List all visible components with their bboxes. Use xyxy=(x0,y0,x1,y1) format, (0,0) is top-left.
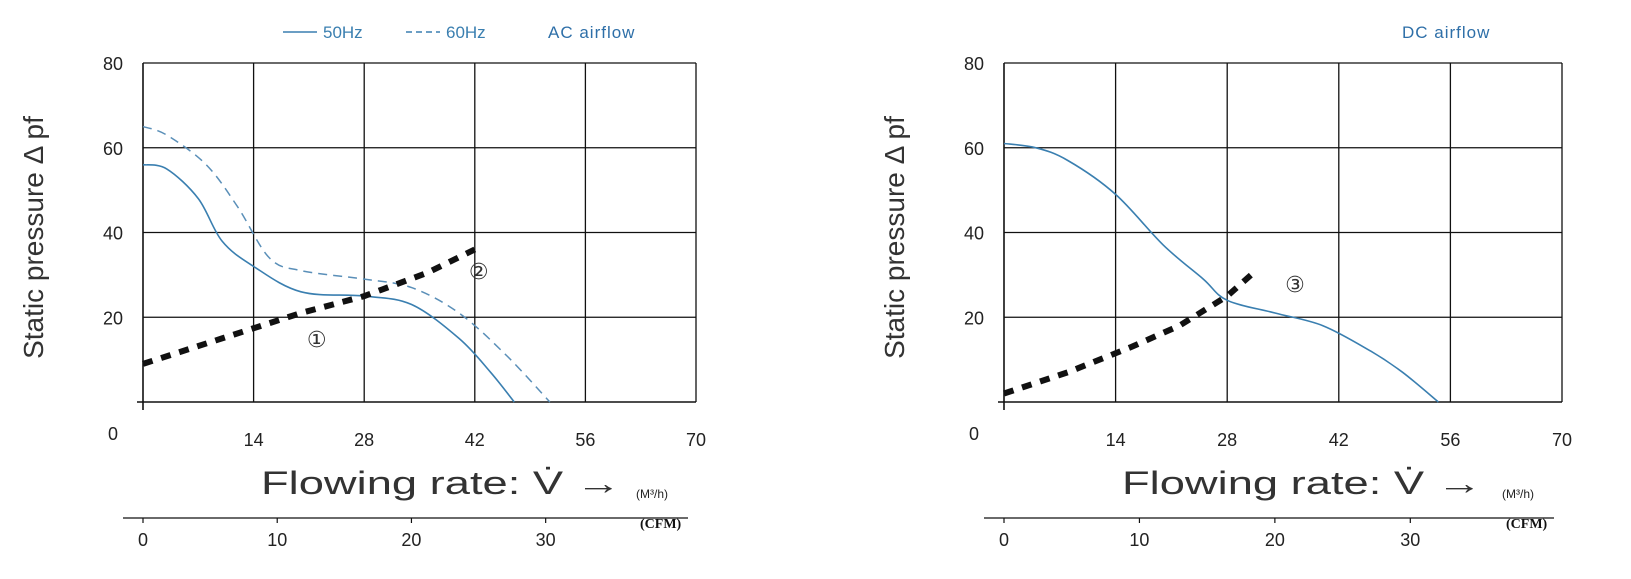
x-tick-label: 56 xyxy=(1440,430,1460,450)
x-tick-label: 42 xyxy=(1329,430,1349,450)
x-axis-unit: (M³/h) xyxy=(1502,487,1534,501)
y-tick-label: 40 xyxy=(103,224,123,244)
y-tick-label: 0 xyxy=(108,424,118,444)
legend-label: 50Hz xyxy=(323,23,363,42)
y-tick-label: 40 xyxy=(964,224,984,244)
x-tick-label: 56 xyxy=(575,430,595,450)
cfm-tick-label: 30 xyxy=(536,530,556,550)
chart-legend: 50Hz 60Hz xyxy=(283,23,486,42)
x-axis-label: Flowing rate: V̇ → xyxy=(1122,465,1482,501)
series-line-solid xyxy=(1003,142,1439,403)
y-axis-label: Static pressure Δ pf xyxy=(18,116,49,359)
chart-title: AC airflow xyxy=(548,23,635,42)
curve-marker-label: ① xyxy=(307,328,327,353)
cfm-tick-label: 10 xyxy=(1129,530,1149,550)
curve-marker-label: ② xyxy=(469,260,489,285)
x-axis-label: Flowing rate: V̇ → xyxy=(261,465,621,501)
x-axis-unit: (M³/h) xyxy=(636,487,668,501)
chart-panel-2: 80 60 40 20 0 14 28 42 56 70 Static pressure Δ pf F… xyxy=(879,23,1572,550)
series-line-60hz xyxy=(142,125,551,403)
y-tick-label: 60 xyxy=(103,139,123,159)
cfm-axis-unit: (CFM) xyxy=(1506,517,1548,532)
chart-title: DC airflow xyxy=(1402,23,1490,42)
cfm-tick-label: 10 xyxy=(267,530,287,550)
x-tick-label: 70 xyxy=(1552,430,1572,450)
series-line-dotted xyxy=(142,246,477,367)
legend-label: 60Hz xyxy=(446,23,486,42)
cfm-tick-label: 30 xyxy=(1400,530,1420,550)
chart-panel-1: 80 60 40 20 0 14 28 42 56 70 Static pressure Δ pf F… xyxy=(18,23,706,550)
cfm-axis-unit: (CFM) xyxy=(640,517,682,532)
y-tick-label: 20 xyxy=(964,308,984,328)
y-tick-label: 80 xyxy=(964,54,984,74)
cfm-tick-label: 20 xyxy=(401,530,421,550)
x-tick-label: 28 xyxy=(1217,430,1237,450)
cfm-tick-label: 20 xyxy=(1265,530,1285,550)
y-tick-label: 80 xyxy=(103,54,123,74)
cfm-tick-label: 0 xyxy=(138,530,148,550)
x-tick-label: 14 xyxy=(244,430,264,450)
curve-marker-label: ③ xyxy=(1285,273,1305,298)
x-tick-label: 14 xyxy=(1106,430,1126,450)
x-tick-label: 28 xyxy=(354,430,374,450)
y-axis-label: Static pressure Δ pf xyxy=(879,116,910,359)
y-tick-label: 20 xyxy=(103,308,123,328)
series-line-dotted xyxy=(1003,272,1254,397)
x-tick-label: 70 xyxy=(686,430,706,450)
cfm-tick-label: 0 xyxy=(999,530,1009,550)
series-line-50hz xyxy=(142,163,515,403)
y-tick-label: 0 xyxy=(969,424,979,444)
x-tick-label: 42 xyxy=(465,430,485,450)
y-tick-label: 60 xyxy=(964,139,984,159)
